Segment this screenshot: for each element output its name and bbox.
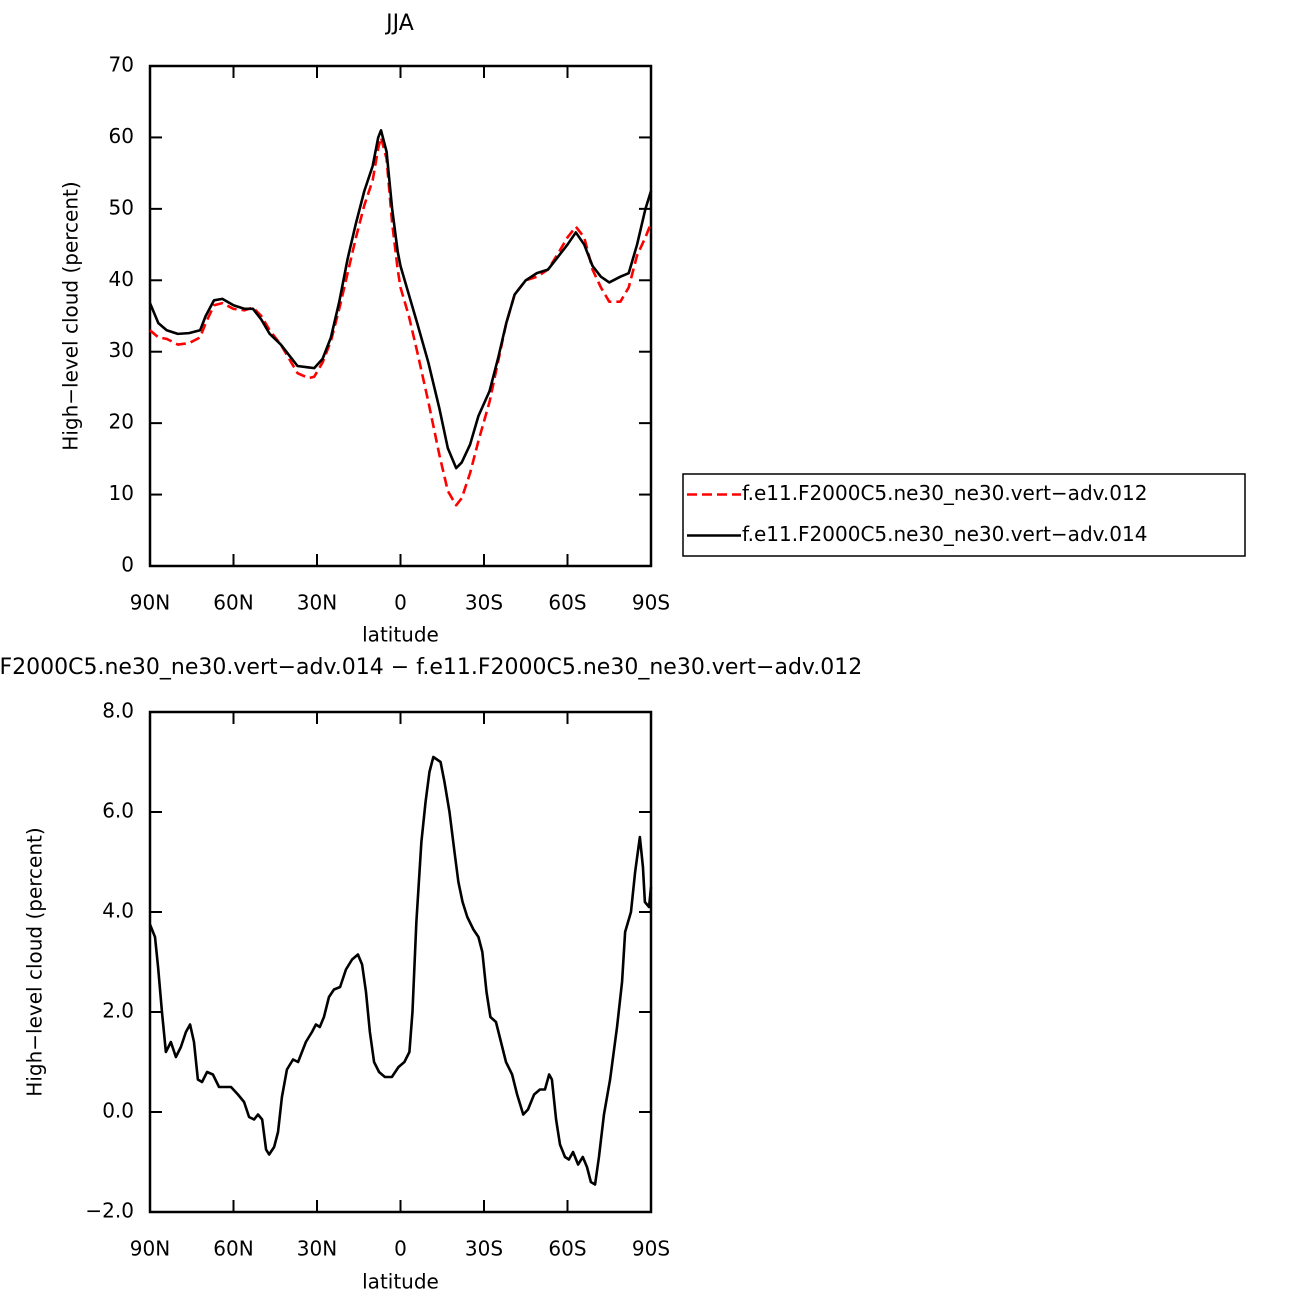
y-axis-label: High−level cloud (percent) bbox=[59, 181, 83, 450]
x-axis-label: latitude bbox=[362, 623, 439, 647]
plot-frame bbox=[148, 64, 653, 568]
y-tick-label: 10 bbox=[109, 481, 134, 505]
data-line bbox=[149, 136, 653, 507]
x-tick-label: 60N bbox=[213, 591, 253, 615]
y-tick-label: 2.0 bbox=[102, 999, 134, 1023]
legend-label: f.e11.F2000C5.ne30_ne30.vert−adv.014 bbox=[742, 522, 1147, 546]
x-axis-label: latitude bbox=[362, 1270, 439, 1294]
y-tick-label: 6.0 bbox=[102, 799, 134, 823]
x-tick-label: 0 bbox=[394, 591, 407, 615]
y-tick-label: 0.0 bbox=[102, 1099, 134, 1123]
x-tick-label: 30N bbox=[297, 591, 337, 615]
plot-frame bbox=[148, 710, 653, 1214]
x-tick-label: 60S bbox=[548, 1237, 586, 1261]
x-tick-label: 90N bbox=[130, 1237, 170, 1261]
legend-label: f.e11.F2000C5.ne30_ne30.vert−adv.012 bbox=[742, 481, 1147, 505]
y-tick-label: −2.0 bbox=[85, 1199, 134, 1223]
x-tick-label: 60N bbox=[213, 1237, 253, 1261]
y-tick-label: 50 bbox=[109, 195, 134, 219]
x-tick-label: 30N bbox=[297, 1237, 337, 1261]
y-tick-label: 4.0 bbox=[102, 899, 134, 923]
legend-box bbox=[682, 473, 1246, 557]
x-tick-label: 30S bbox=[465, 591, 503, 615]
y-tick-label: 60 bbox=[109, 124, 134, 148]
x-tick-label: 30S bbox=[465, 1237, 503, 1261]
data-line bbox=[148, 755, 653, 1186]
y-tick-label: 8.0 bbox=[102, 699, 134, 723]
y-axis-label: High−level cloud (percent) bbox=[23, 827, 47, 1096]
y-tick-label: 20 bbox=[109, 410, 134, 434]
chart-title: f.e11.F2000C5.ne30_ne30.vert−adv.014 − f… bbox=[0, 655, 862, 680]
chart-title: JJA bbox=[384, 11, 414, 36]
x-tick-label: 90N bbox=[130, 591, 170, 615]
x-tick-label: 0 bbox=[394, 1237, 407, 1261]
x-tick-label: 90S bbox=[632, 591, 670, 615]
y-tick-label: 0 bbox=[121, 553, 134, 577]
y-tick-label: 40 bbox=[109, 267, 134, 291]
data-line bbox=[148, 128, 653, 470]
x-tick-label: 90S bbox=[632, 1237, 670, 1261]
y-tick-label: 70 bbox=[109, 53, 134, 77]
y-tick-label: 30 bbox=[109, 338, 134, 362]
x-tick-label: 60S bbox=[548, 591, 586, 615]
